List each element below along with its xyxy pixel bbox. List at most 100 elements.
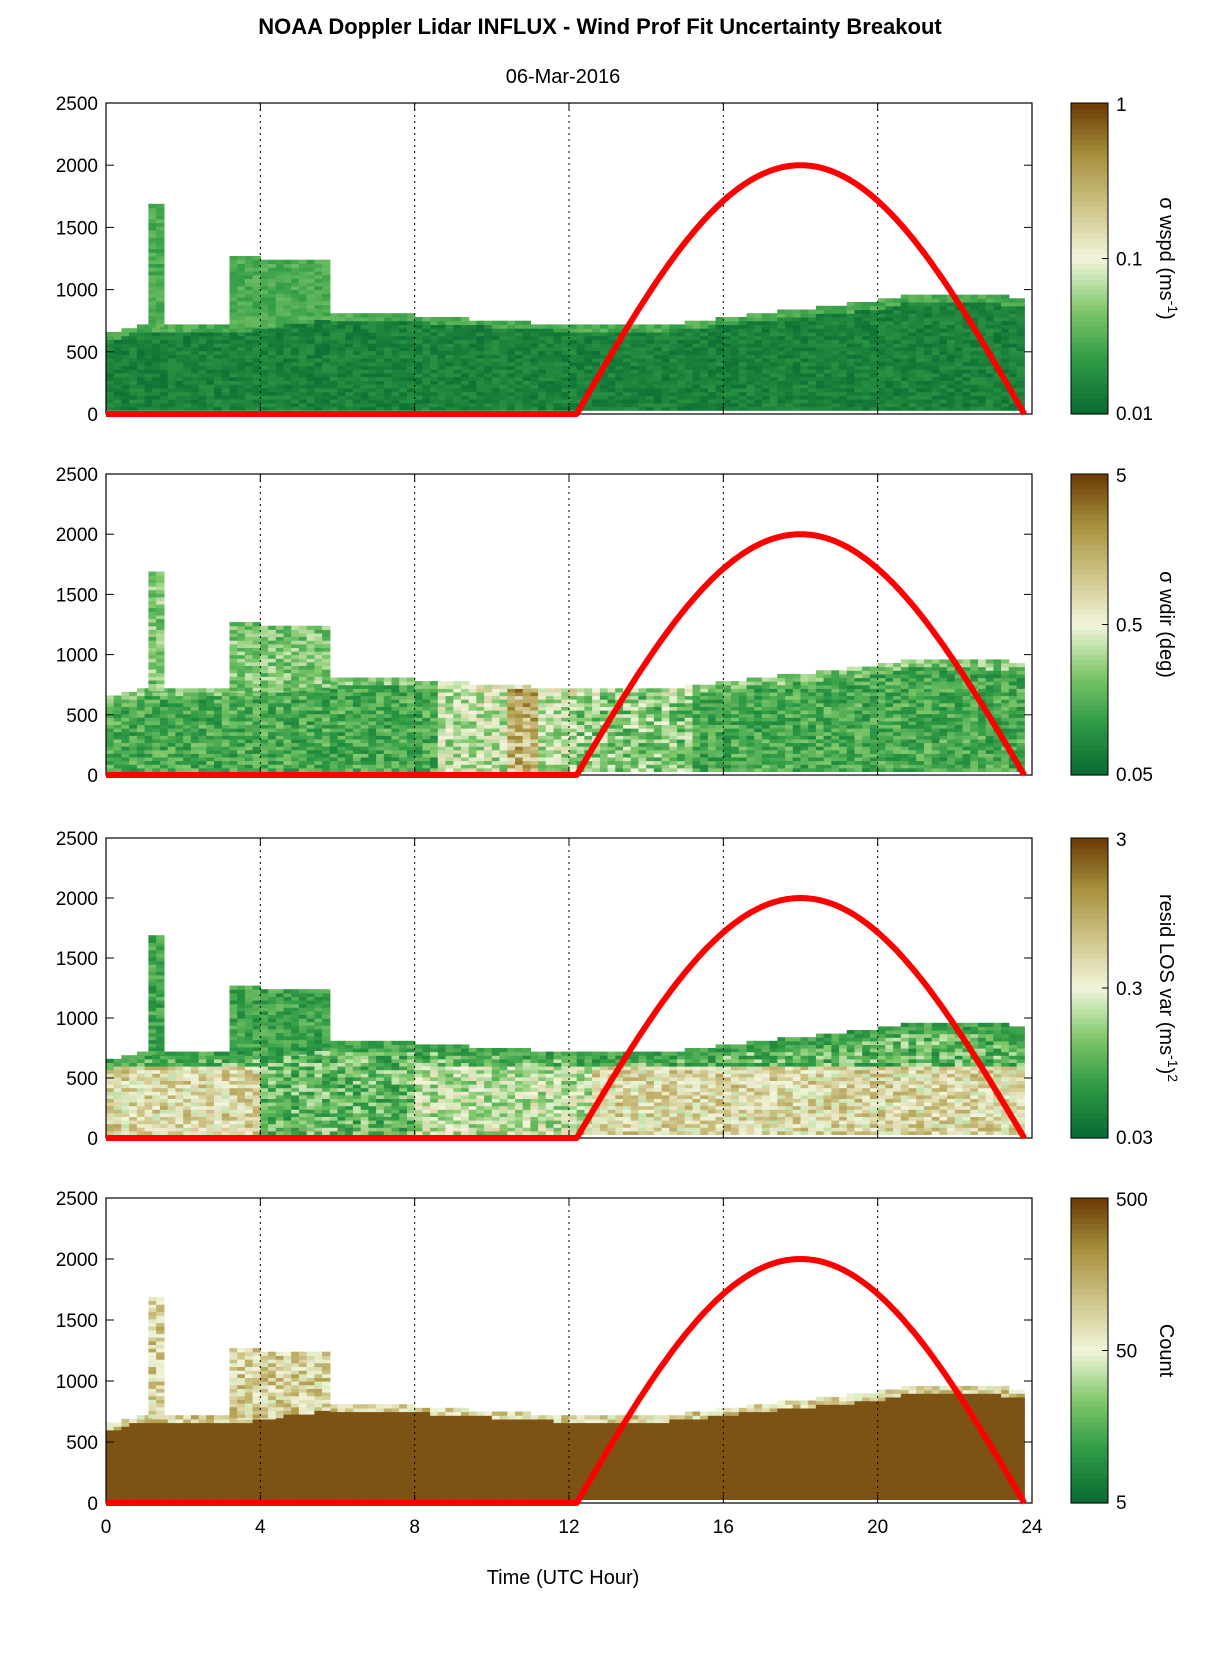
heatmap-cell [445, 376, 454, 381]
heatmap-cell [545, 753, 555, 758]
heatmap-cell [576, 756, 585, 762]
heatmap-cell [206, 358, 215, 363]
heatmap-cell [198, 365, 207, 370]
heatmap-cell [190, 706, 200, 711]
heatmap-cell [136, 406, 146, 411]
heatmap-cell [908, 406, 917, 411]
heatmap-cell [476, 372, 485, 378]
heatmap-cell [221, 720, 231, 725]
heatmap-cell [399, 320, 408, 325]
heatmap-cell [885, 399, 894, 404]
heatmap-cell [599, 350, 609, 355]
heatmap-cell [522, 688, 531, 693]
heatmap-cell [939, 320, 948, 325]
heatmap-cell [677, 380, 686, 385]
heatmap-cell [777, 335, 786, 340]
heatmap-cell [260, 315, 269, 320]
heatmap-cell [275, 319, 285, 324]
heatmap-cell [252, 753, 261, 758]
heatmap-cell [692, 399, 701, 404]
heatmap-cell [376, 376, 385, 381]
heatmap-cell [437, 717, 447, 722]
heatmap-cell [661, 372, 670, 378]
heatmap-cell [916, 335, 925, 340]
heatmap-cell [383, 406, 393, 411]
heatmap-cell [183, 713, 192, 718]
heatmap-cell [731, 365, 740, 370]
heatmap-cell [545, 354, 555, 359]
heatmap-cell [893, 402, 902, 408]
heatmap-cell [962, 358, 971, 363]
heatmap-cell [877, 339, 886, 344]
heatmap-cell [237, 699, 246, 704]
heatmap-cell [160, 742, 169, 747]
heatmap-cell [221, 335, 231, 340]
heatmap-cell [221, 358, 231, 363]
heatmap-cell [430, 335, 439, 340]
heatmap-cell [275, 278, 285, 283]
heatmap-cell [592, 728, 601, 733]
heatmap-cell [569, 691, 578, 697]
heatmap-cell [476, 391, 485, 396]
heatmap-cell [538, 724, 547, 729]
heatmap-cell [545, 760, 555, 765]
heatmap-cell [206, 328, 215, 333]
heatmap-cell [484, 767, 493, 772]
heatmap-cell [607, 339, 616, 344]
heatmap-cell [399, 681, 408, 686]
heatmap-cell [646, 343, 655, 348]
heatmap-cell [569, 380, 578, 385]
heatmap-cell [190, 365, 200, 370]
y-tick-label: 1000 [56, 281, 98, 302]
heatmap-cell [553, 365, 562, 370]
heatmap-cell [214, 767, 223, 772]
heatmap-cell [337, 695, 346, 700]
heatmap-cell [152, 695, 161, 700]
heatmap-cell [160, 746, 169, 751]
heatmap-cell [144, 391, 153, 396]
heatmap-cell [576, 365, 585, 370]
heatmap-cell [785, 384, 794, 389]
heatmap-cell [283, 713, 292, 718]
heatmap-cell [106, 369, 115, 374]
heatmap-cell [198, 331, 207, 337]
heatmap-cell [214, 339, 223, 344]
heatmap-cell [252, 259, 261, 264]
heatmap-cell [507, 702, 516, 707]
heatmap-cell [1008, 343, 1018, 348]
heatmap-cell [407, 738, 416, 744]
heatmap-cell [970, 395, 979, 400]
heatmap-cell [908, 399, 917, 404]
heatmap-cell [345, 343, 354, 348]
heatmap-cell [306, 308, 315, 313]
heatmap-cell [569, 728, 578, 733]
heatmap-cell [360, 350, 369, 355]
heatmap-cell [437, 735, 447, 740]
heatmap-cell [244, 315, 254, 320]
heatmap-cell [190, 354, 200, 359]
heatmap-cell [237, 256, 246, 261]
heatmap-cell [561, 706, 570, 711]
heatmap-cell [322, 760, 331, 765]
heatmap-cell [491, 328, 501, 333]
heatmap-cell [761, 380, 771, 385]
heatmap-cell [970, 380, 979, 385]
heatmap-cell [175, 399, 184, 404]
heatmap-cell [947, 350, 956, 355]
heatmap-cell [877, 354, 886, 359]
heatmap-cell [437, 406, 447, 411]
heatmap-cell [916, 391, 925, 396]
heatmap-cell [407, 681, 416, 686]
heatmap-cell [661, 406, 670, 411]
heatmap-cell [156, 203, 165, 209]
heatmap-cell [476, 746, 485, 751]
heatmap-cell [978, 298, 987, 303]
heatmap-cell [237, 319, 246, 324]
heatmap-cell [437, 331, 447, 337]
heatmap-cell [468, 343, 477, 348]
heatmap-cell [121, 369, 130, 374]
heatmap-cell [360, 384, 369, 389]
heatmap-cell [545, 738, 555, 744]
heatmap-cell [414, 331, 423, 337]
heatmap-cell [306, 282, 315, 287]
